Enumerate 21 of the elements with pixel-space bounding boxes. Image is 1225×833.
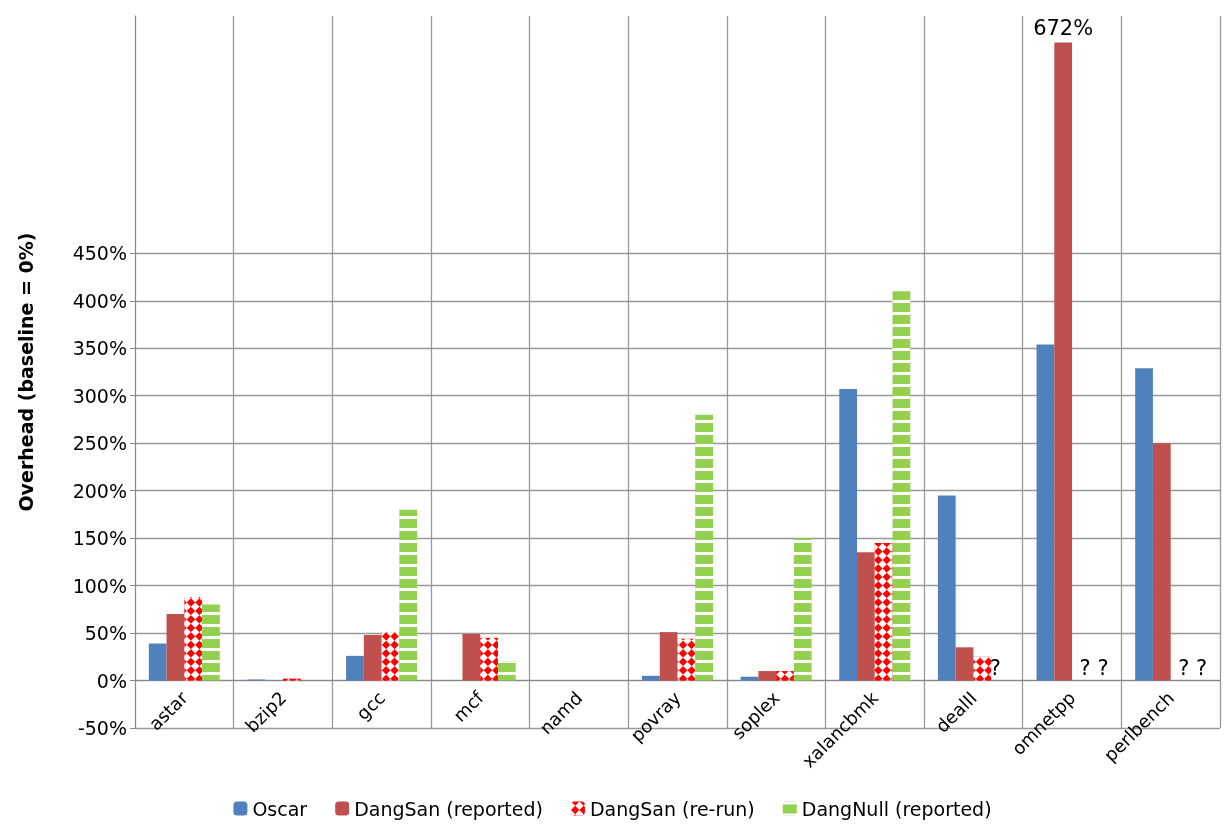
y-tick-label: -50%: [77, 717, 127, 739]
annotation: ?: [989, 656, 1001, 681]
annotation: ? ?: [1178, 656, 1208, 681]
legend-label: DangSan (reported): [354, 797, 543, 820]
y-tick-label: 300%: [72, 384, 127, 407]
y-tick-label: 50%: [84, 622, 127, 645]
y-tick-label: 250%: [72, 432, 127, 455]
y-tick-label: 350%: [72, 337, 127, 360]
legend-label: Oscar: [252, 797, 308, 820]
data-label: 672%: [1033, 16, 1094, 41]
legend-label: DangNull (reported): [801, 797, 992, 820]
legend-label: DangSan (re-run): [589, 797, 755, 820]
annotation: ? ?: [1079, 656, 1109, 681]
y-tick-label: 100%: [72, 574, 127, 597]
y-tick-label: 200%: [72, 479, 127, 502]
y-tick-label: 400%: [72, 289, 127, 312]
y-tick-label: 150%: [72, 527, 127, 550]
y-axis-title: Overhead (baseline = 0%): [14, 232, 37, 512]
x-tick-label: gcc: [352, 687, 390, 725]
y-tick-label: 450%: [72, 242, 127, 265]
y-tick-label: 0%: [96, 669, 127, 692]
